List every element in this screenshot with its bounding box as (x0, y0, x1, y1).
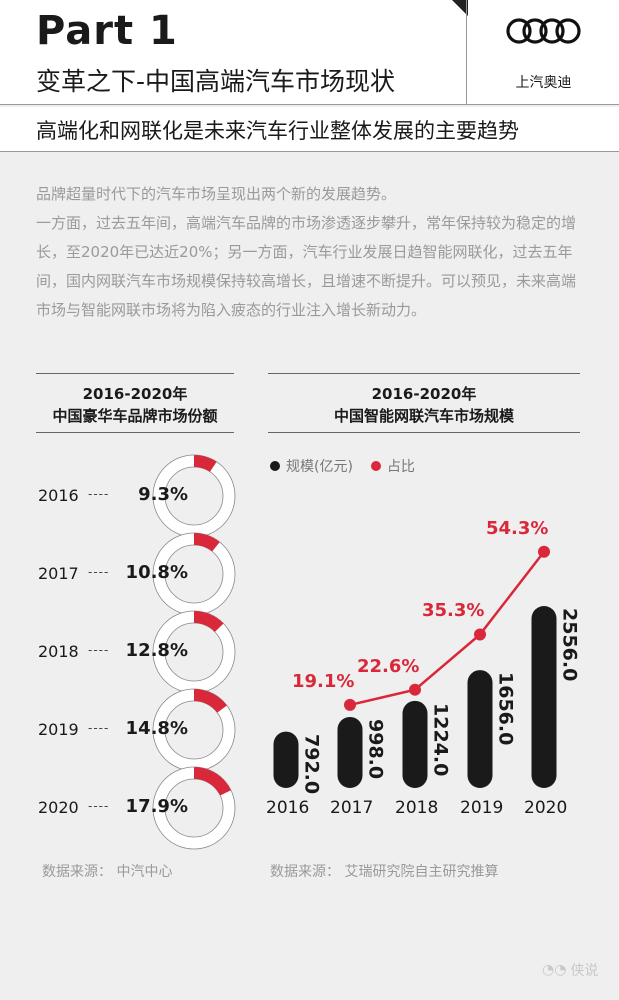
market-size-bar (402, 700, 428, 788)
share-value-label: 54.3% (486, 517, 549, 539)
bar-value-label: 1224.0 (429, 702, 452, 777)
legend-line-marker-icon (370, 461, 381, 471)
intro-text: 品牌超量时代下的汽车市场呈现出两个新的发展趋势。 一方面，过去五年间，高端汽车品… (36, 180, 586, 325)
leader-dots: ---- (88, 799, 110, 813)
donut-value-label: 14.8% (125, 718, 188, 739)
donut-year-label: 2019 (38, 720, 79, 739)
market-title-line1: 2016-2020年 (371, 385, 477, 403)
legend-line-label: 占比 (386, 459, 415, 475)
market-size-bar (467, 670, 493, 788)
legend-bar-marker-icon (270, 461, 280, 471)
market-size-bar (273, 731, 299, 788)
page-title: 变革之下-中国高端汽车市场现状 (36, 67, 396, 96)
share-title-line1: 2016-2020年 (82, 385, 188, 403)
header: Part 1 变革之下-中国高端汽车市场现状 上汽奥迪 (0, 0, 619, 105)
subtitle-band: 高端化和网联化是未来汽车行业整体发展的主要趋势 (0, 107, 619, 152)
share-source: 数据来源： 中汽中心 (42, 864, 173, 880)
bar-value-label: 792.0 (300, 733, 323, 794)
bar-value-label: 2556.0 (558, 608, 581, 682)
bar-year-label: 2017 (330, 798, 374, 818)
leader-dots: ---- (88, 721, 110, 735)
audi-rings-logo (506, 18, 581, 44)
intro-paragraph: 一方面，过去五年间，高端汽车品牌的市场渗透逐步攀升，常年保持较为稳定的增长，至2… (36, 214, 577, 319)
donut-value-label: 17.9% (125, 796, 188, 817)
bar-year-label: 2016 (266, 798, 310, 818)
donut-share-slice (194, 767, 231, 796)
leader-dots: ---- (88, 565, 110, 579)
corner-decoration (452, 0, 468, 16)
bar-year-label: 2019 (460, 798, 504, 818)
brand-panel: 上汽奥迪 (466, 0, 619, 105)
donut-year-label: 2017 (38, 564, 79, 583)
share-value-label: 19.1% (292, 670, 355, 692)
donut-share-slice (194, 611, 224, 632)
watermark-text: 侠说 (570, 963, 599, 979)
donut-value-label: 12.8% (125, 640, 188, 661)
donut-year-label: 2016 (38, 486, 79, 505)
subtitle: 高端化和网联化是未来汽车行业整体发展的主要趋势 (36, 119, 519, 143)
donut-share-slice (194, 689, 227, 713)
divider (268, 373, 580, 374)
donut-value-label: 9.3% (138, 484, 188, 505)
donut-value-label: 10.8% (125, 562, 188, 583)
share-value-label: 22.6% (357, 655, 420, 677)
donut-share-slice (194, 533, 220, 552)
share-point (538, 545, 550, 558)
bar-year-label: 2020 (524, 798, 568, 818)
bar-value-label: 1656.0 (494, 672, 517, 746)
bar-value-label: 998.0 (364, 718, 387, 780)
donut-year-label: 2020 (38, 798, 79, 817)
chart-legend: 规模(亿元) 占比 (270, 456, 415, 476)
market-chart-title: 2016-2020年 中国智能网联汽车市场规模 (268, 383, 580, 427)
leader-dots: ---- (88, 487, 110, 501)
market-title-line2: 中国智能网联汽车市场规模 (333, 407, 514, 425)
intro-line-1: 品牌超量时代下的汽车市场呈现出两个新的发展趋势。 (36, 185, 397, 203)
leader-dots: ---- (88, 643, 110, 657)
part-label: Part 1 (36, 8, 178, 54)
donut-year-label: 2018 (38, 642, 79, 661)
donut-share-slice (194, 455, 217, 472)
wechat-icon: ◔◔ (542, 962, 567, 978)
market-size-bar (531, 606, 557, 788)
market-size-bar (337, 716, 363, 788)
watermark: ◔◔ 侠说 (542, 960, 598, 980)
divider (36, 373, 234, 374)
market-source: 数据来源： 艾瑞研究院自主研究推算 (270, 864, 499, 880)
share-point (409, 683, 421, 696)
divider (36, 432, 234, 433)
share-point (344, 698, 356, 711)
share-title-line2: 中国豪华车品牌市场份额 (52, 407, 218, 425)
divider (268, 432, 580, 433)
share-value-label: 35.3% (422, 600, 485, 622)
share-donut-chart (152, 454, 236, 850)
bar-year-label: 2018 (395, 798, 439, 818)
share-point (474, 628, 486, 641)
brand-name: 上汽奥迪 (515, 75, 572, 91)
legend-bar-label: 规模(亿元) (286, 459, 353, 475)
share-chart-title: 2016-2020年 中国豪华车品牌市场份额 (36, 383, 234, 427)
